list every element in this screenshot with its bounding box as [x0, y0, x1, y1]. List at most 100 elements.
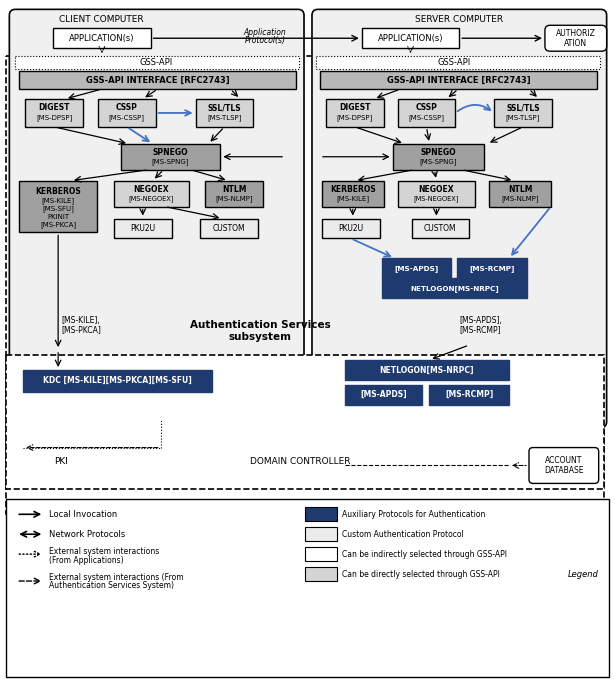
Text: [MS-CSSP]: [MS-CSSP]	[109, 115, 145, 121]
Text: NETLOGON[MS-NRPC]: NETLOGON[MS-NRPC]	[410, 285, 499, 292]
Text: GSS-API: GSS-API	[438, 58, 471, 67]
Text: [MS-KILE]: [MS-KILE]	[42, 197, 74, 204]
Text: DIGEST: DIGEST	[38, 104, 70, 113]
Text: Authentication Services: Authentication Services	[190, 320, 331, 330]
Text: [MS-NEGOEX]: [MS-NEGOEX]	[128, 195, 173, 202]
Text: [MS-RCMP]: [MS-RCMP]	[445, 390, 493, 399]
Text: GSS-API: GSS-API	[139, 58, 172, 67]
Bar	[322, 181, 384, 207]
FancyBboxPatch shape	[9, 10, 304, 428]
Text: APPLICATION(s): APPLICATION(s)	[69, 33, 135, 43]
Bar	[362, 28, 459, 48]
Text: [MS-PKCA]: [MS-PKCA]	[40, 221, 76, 228]
Text: [MS-APDS],: [MS-APDS],	[459, 316, 502, 325]
Bar	[458, 258, 527, 278]
Bar	[25, 99, 83, 127]
Text: SERVER COMPUTER: SERVER COMPUTER	[415, 15, 503, 24]
Text: Authentication Services System): Authentication Services System)	[49, 582, 174, 591]
Text: Network Protocols: Network Protocols	[49, 530, 125, 539]
Text: ACCOUNT
DATABASE: ACCOUNT DATABASE	[544, 456, 584, 475]
Text: [MS-SPNG]: [MS-SPNG]	[419, 158, 457, 165]
Text: External system interactions (From: External system interactions (From	[49, 572, 184, 582]
Text: PKI: PKI	[54, 457, 68, 466]
FancyBboxPatch shape	[529, 447, 598, 484]
Text: Can be indirectly selected through GSS-API: Can be indirectly selected through GSS-A…	[342, 550, 507, 559]
Text: KDC [MS-KILE][MS-PKCA][MS-SFU]: KDC [MS-KILE][MS-PKCA][MS-SFU]	[44, 376, 192, 385]
Bar	[200, 218, 258, 239]
Text: SSL/TLS: SSL/TLS	[208, 104, 241, 113]
Bar	[411, 218, 469, 239]
Bar	[429, 385, 509, 404]
Text: [MS-KILE]: [MS-KILE]	[336, 195, 370, 202]
Bar	[15, 56, 299, 69]
Bar	[305, 547, 337, 561]
Bar	[489, 181, 551, 207]
Text: NTLM: NTLM	[508, 185, 533, 194]
Text: [MS-SPNG]: [MS-SPNG]	[152, 158, 189, 165]
Text: [MS-APDS]: [MS-APDS]	[394, 265, 438, 271]
Text: CLIENT COMPUTER: CLIENT COMPUTER	[58, 15, 143, 24]
Text: [MS-DPSP]: [MS-DPSP]	[36, 115, 73, 121]
Text: PKINIT: PKINIT	[47, 213, 69, 220]
Text: DIGEST: DIGEST	[339, 104, 370, 113]
Bar	[397, 99, 455, 127]
Text: [MS-DPSP]: [MS-DPSP]	[336, 115, 373, 121]
Bar	[19, 181, 97, 233]
Bar	[205, 181, 263, 207]
Text: [MS-APDS]: [MS-APDS]	[360, 390, 407, 399]
Text: Custom Authentication Protocol: Custom Authentication Protocol	[342, 530, 464, 539]
Text: [MS-KILE],: [MS-KILE],	[61, 316, 100, 325]
Bar	[305, 507, 337, 521]
Bar	[196, 99, 253, 127]
Text: NETLOGON[MS-NRPC]: NETLOGON[MS-NRPC]	[379, 366, 474, 374]
Text: Can be directly selected through GSS-API: Can be directly selected through GSS-API	[342, 569, 500, 578]
Text: Protocol(s): Protocol(s)	[245, 35, 286, 45]
Text: [MS-RCMP]: [MS-RCMP]	[469, 265, 515, 271]
Bar	[322, 218, 379, 239]
Text: [MS-SFU]: [MS-SFU]	[42, 205, 74, 212]
Text: [MS-TLSP]: [MS-TLSP]	[207, 115, 242, 121]
Text: [MS-RCMP]: [MS-RCMP]	[459, 325, 501, 335]
Bar	[345, 360, 509, 380]
Bar	[397, 181, 475, 207]
Text: APPLICATION(s): APPLICATION(s)	[378, 33, 443, 43]
Bar	[6, 56, 604, 514]
Text: KERBEROS: KERBEROS	[330, 185, 376, 194]
Text: SPNEGO: SPNEGO	[421, 148, 456, 158]
Text: NTLM: NTLM	[222, 185, 247, 194]
Text: PKU2U: PKU2U	[338, 224, 363, 233]
Bar	[98, 99, 156, 127]
Bar	[494, 99, 552, 127]
Text: [MS-NEGOEX]: [MS-NEGOEX]	[414, 195, 459, 202]
Text: (From Applications): (From Applications)	[49, 556, 124, 565]
Bar	[320, 71, 597, 89]
Bar	[6, 355, 604, 490]
Bar	[345, 385, 423, 404]
Bar	[6, 499, 609, 677]
Text: KERBEROS: KERBEROS	[35, 187, 81, 196]
Text: [MS-PKCA]: [MS-PKCA]	[61, 325, 101, 335]
Text: Legend: Legend	[568, 569, 598, 578]
Text: Local Invocation: Local Invocation	[49, 509, 117, 519]
Bar	[23, 370, 212, 391]
Text: Application: Application	[244, 28, 287, 37]
FancyBboxPatch shape	[545, 25, 606, 51]
Text: [MS-TLSP]: [MS-TLSP]	[506, 115, 540, 121]
Bar	[382, 278, 527, 298]
FancyBboxPatch shape	[312, 10, 606, 428]
Text: CUSTOM: CUSTOM	[213, 224, 245, 233]
Text: subsystem: subsystem	[229, 332, 292, 342]
Bar	[121, 144, 220, 170]
Bar	[382, 258, 451, 278]
Text: [MS-CSSP]: [MS-CSSP]	[408, 115, 445, 121]
Text: GSS-API INTERFACE [RFC2743]: GSS-API INTERFACE [RFC2743]	[86, 76, 229, 85]
Bar	[114, 181, 189, 207]
Text: [MS-NLMP]: [MS-NLMP]	[501, 195, 539, 202]
Bar	[305, 527, 337, 542]
Bar	[305, 567, 337, 581]
Text: AUTHORIZ
ATION: AUTHORIZ ATION	[556, 29, 596, 48]
Text: External system interactions: External system interactions	[49, 547, 159, 556]
Text: SSL/TLS: SSL/TLS	[506, 104, 540, 113]
Text: CSSP: CSSP	[116, 104, 138, 113]
Bar	[316, 56, 600, 69]
